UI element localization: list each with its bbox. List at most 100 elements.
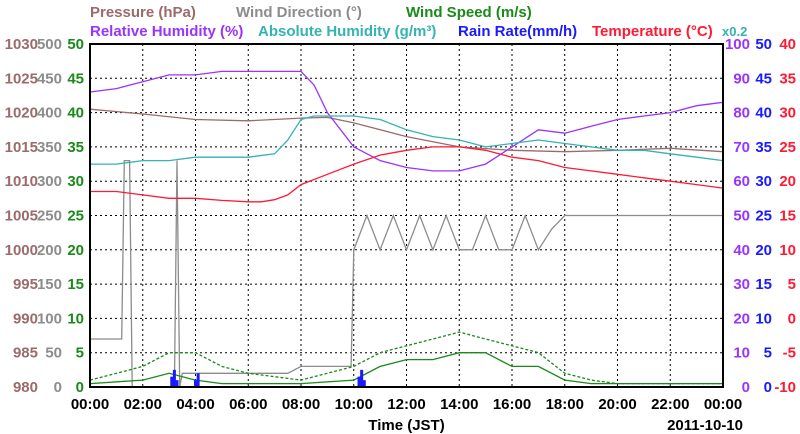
y-tick-label-wind_direction: 150: [37, 276, 62, 293]
x-tick-label: 22:00: [651, 396, 689, 413]
y-tick-label-temperature: 10: [779, 242, 796, 259]
y-tick-label-rain_rate: 50: [755, 36, 772, 53]
y-tick-label-humidity: 60: [733, 173, 750, 190]
y-tick-label-humidity: 70: [733, 139, 750, 156]
series-line-wind-gust: [89, 331, 723, 385]
y-tick-label-wind_speed: 5: [76, 345, 84, 362]
date-label: 2011-10-10: [667, 417, 743, 434]
y-tick-label-wind_speed: 30: [67, 173, 84, 190]
y-tick-label-pressure: 1005: [5, 208, 38, 225]
y-tick-label-humidity: 30: [733, 276, 750, 293]
y-tick-label-wind_direction: 100: [37, 310, 62, 327]
y-tick-label-temperature: 30: [779, 105, 796, 122]
x-tick-label: 08:00: [282, 396, 320, 413]
x-tick-label: 00:00: [71, 396, 109, 413]
x-tick-label: 18:00: [546, 396, 584, 413]
y-tick-label-wind_speed: 25: [67, 208, 84, 225]
y-tick-label-temperature: -10: [774, 379, 796, 396]
y-tick-label-humidity: 80: [733, 105, 750, 122]
y-tick-label-humidity: 20: [733, 310, 750, 327]
legend-entry: Wind Direction (°): [236, 4, 362, 21]
y-tick-label-wind_speed: 45: [67, 70, 84, 87]
legend-entry: Pressure (hPa): [90, 4, 196, 21]
plot-area: [89, 70, 724, 388]
y-tick-label-rain_rate: 45: [755, 70, 772, 87]
y-tick-label-wind_speed: 50: [67, 36, 84, 53]
y-tick-label-wind_speed: 35: [67, 139, 84, 156]
y-tick-label-humidity: 10: [733, 345, 750, 362]
x-tick-label: 16:00: [493, 396, 531, 413]
y-tick-label-wind_speed: 10: [67, 310, 84, 327]
y-tick-label-rain_rate: 20: [755, 242, 772, 259]
x-tick-label: 00:00: [704, 396, 742, 413]
x-tick-label: 14:00: [440, 396, 478, 413]
y-tick-label-wind_direction: 250: [37, 208, 62, 225]
y-tick-label-pressure: 995: [13, 276, 38, 293]
axis-ticks: 00:00 02:00 04:00 06:00 08:00 10:00 12:00 14:00…: [5, 36, 796, 413]
y-tick-label-pressure: 980: [13, 379, 38, 396]
y-tick-label-humidity: 90: [733, 70, 750, 87]
x-tick-label: 20:00: [598, 396, 636, 413]
x-tick-label: 12:00: [387, 396, 425, 413]
y-tick-label-humidity: 100: [725, 36, 750, 53]
y-tick-label-pressure: 1030: [5, 36, 38, 53]
y-tick-label-wind_direction: 350: [37, 139, 62, 156]
y-tick-label-wind_speed: 40: [67, 105, 84, 122]
series-line-pressure-hpa: [89, 108, 724, 153]
series-line-wind-speed-m-s: [89, 352, 723, 385]
y-tick-label-rain_rate: 40: [755, 105, 772, 122]
y-tick-label-wind_speed: 0: [76, 379, 84, 396]
rain-bar: [362, 380, 366, 387]
y-tick-label-pressure: 1015: [5, 139, 38, 156]
y-tick-label-rain_rate: 35: [755, 139, 772, 156]
y-tick-label-pressure: 1020: [5, 105, 38, 122]
rain-bar: [360, 369, 364, 387]
rain-bar: [170, 376, 174, 387]
rain-bar: [194, 380, 197, 387]
legend-entry: Temperature (°C): [592, 23, 713, 40]
y-tick-label-humidity: 0: [742, 379, 750, 396]
series-line-absolute-humidity-g-m: [90, 115, 724, 165]
y-tick-label-temperature: 0: [788, 310, 796, 327]
y-tick-label-wind_speed: 20: [67, 242, 84, 259]
rain-bar: [357, 376, 361, 387]
y-tick-label-wind_direction: 300: [37, 173, 62, 190]
y-tick-label-pressure: 985: [13, 345, 38, 362]
y-tick-label-pressure: 1025: [5, 70, 38, 87]
y-tick-label-temperature: -5: [783, 345, 796, 362]
y-tick-label-rain_rate: 25: [755, 208, 772, 225]
y-tick-label-wind_direction: 0: [54, 379, 62, 396]
x-tick-label: 04:00: [176, 396, 214, 413]
x-tick-label: 10:00: [335, 396, 373, 413]
y-tick-label-rain_rate: 30: [755, 173, 772, 190]
y-tick-label-wind_direction: 500: [37, 36, 62, 53]
y-tick-label-wind_speed: 15: [67, 276, 84, 293]
x-tick-label: 02:00: [124, 396, 162, 413]
y-tick-label-wind_direction: 400: [37, 105, 62, 122]
y-tick-label-temperature: 25: [779, 139, 796, 156]
y-tick-label-rain_rate: 10: [755, 310, 772, 327]
y-tick-label-temperature: 20: [779, 173, 796, 190]
x-tick-label: 06:00: [229, 396, 267, 413]
legend: Pressure (hPa) Wind Direction (°) Wind Spe…: [90, 4, 747, 40]
legend-entry: Rain Rate(mm/h): [458, 23, 577, 40]
series-line-temperature-c: [90, 146, 724, 203]
x-axis-label: Time (JST): [368, 417, 444, 434]
rain-bar: [196, 373, 200, 387]
y-tick-label-temperature: 35: [779, 70, 796, 87]
rain-bar: [175, 380, 179, 387]
legend-entry: Relative Humidity (%): [90, 23, 243, 40]
y-tick-label-wind_direction: 450: [37, 70, 62, 87]
y-tick-label-rain_rate: 15: [755, 276, 772, 293]
y-tick-label-wind_direction: 200: [37, 242, 62, 259]
y-tick-label-pressure: 990: [13, 310, 38, 327]
y-tick-label-rain_rate: 0: [764, 379, 772, 396]
plot-frame: [89, 43, 724, 388]
legend-entry: x0.2: [722, 24, 747, 39]
y-tick-label-pressure: 1000: [5, 242, 38, 259]
y-tick-label-pressure: 1010: [5, 173, 38, 190]
rain-bar: [172, 369, 176, 387]
y-tick-label-wind_direction: 50: [45, 345, 62, 362]
y-tick-label-temperature: 5: [788, 276, 796, 293]
